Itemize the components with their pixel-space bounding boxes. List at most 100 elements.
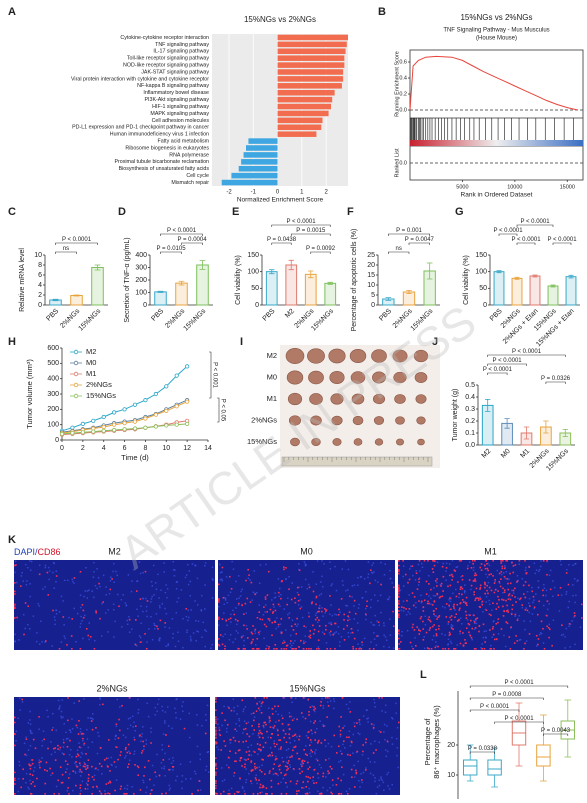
cd86-signal: [309, 744, 311, 747]
nucleus: [26, 580, 28, 582]
nucleus: [71, 580, 74, 583]
cd86-signal: [493, 582, 496, 584]
nucleus: [473, 620, 475, 622]
nucleus: [141, 597, 144, 600]
nucleus: [414, 636, 416, 639]
nucleus: [385, 755, 387, 758]
nucleus: [93, 571, 95, 573]
nucleus: [186, 629, 188, 632]
nucleus: [211, 578, 214, 580]
cd86-signal: [218, 599, 220, 602]
point: [174, 373, 179, 378]
cd86-signal: [330, 623, 333, 626]
nucleus: [320, 766, 322, 769]
cd86-signal: [421, 600, 423, 603]
y-tick-label: 0.0: [399, 160, 407, 166]
cd86-signal: [537, 638, 540, 640]
cd86-signal: [340, 779, 342, 782]
annotation: P < 0.0001: [520, 219, 550, 225]
y-tick-label: 0.1: [465, 430, 475, 437]
cd86-signal: [93, 778, 95, 781]
nucleus: [289, 741, 292, 744]
nucleus: [358, 733, 361, 736]
nucleus: [451, 560, 454, 562]
cd86-signal: [118, 605, 120, 608]
cd86-signal: [509, 648, 512, 650]
nucleus: [205, 719, 207, 721]
cd86-signal: [253, 719, 255, 722]
nucleus: [528, 611, 531, 614]
y-tick-label: 0.2: [465, 418, 475, 425]
nucleus: [445, 562, 448, 565]
cd86-signal: [114, 789, 116, 792]
cd86-signal: [486, 589, 488, 592]
cd86-signal: [400, 641, 402, 643]
nucleus: [385, 749, 387, 751]
cd86-signal: [197, 789, 199, 792]
cd86-signal: [215, 787, 217, 790]
cd86-signal: [215, 733, 217, 735]
cd86-signal: [338, 793, 341, 795]
error-bar: [288, 259, 294, 271]
nucleus: [525, 607, 527, 609]
cd86-signal: [546, 560, 548, 562]
nucleus: [124, 757, 126, 759]
nucleus: [228, 789, 230, 792]
y-axis-label: Percentage of apoptotic cells (%): [351, 229, 358, 332]
cd86-signal: [490, 614, 492, 617]
nucleus: [415, 602, 417, 604]
x-tick-label: 12: [183, 445, 191, 452]
nucleus: [199, 758, 201, 761]
cd86-signal: [376, 635, 378, 637]
cd86-signal: [353, 725, 356, 728]
nucleus: [29, 595, 31, 598]
cd86-signal: [398, 560, 400, 562]
nucleus: [70, 749, 72, 751]
nucleus: [222, 635, 224, 638]
point: [80, 430, 85, 435]
cd86-signal: [451, 573, 453, 576]
cd86-signal: [447, 585, 449, 588]
nucleus: [112, 603, 115, 606]
cd86-signal: [224, 745, 227, 747]
y-tick-label: 20: [367, 262, 375, 269]
cd86-signal: [436, 592, 439, 595]
nucleus: [182, 646, 184, 649]
nucleus: [58, 708, 60, 710]
error-bar: [327, 281, 333, 285]
cd86-signal: [315, 595, 318, 598]
row-label: M2: [267, 351, 277, 360]
nucleus: [185, 574, 188, 576]
cd86-signal: [265, 625, 268, 628]
cd86-signal: [565, 572, 568, 574]
tumor: [413, 349, 429, 363]
nucleus: [80, 615, 82, 618]
panel-letter: F: [347, 206, 354, 218]
cd86-signal: [514, 613, 517, 616]
nucleus: [201, 724, 203, 727]
cd86-signal: [435, 607, 438, 610]
nucleus: [552, 595, 554, 598]
cd86-signal: [83, 742, 86, 745]
nucleus: [177, 631, 179, 634]
cd86-signal: [342, 727, 344, 729]
nucleus: [564, 635, 566, 638]
cd86-signal: [471, 560, 474, 562]
cd86-signal: [218, 618, 220, 620]
nucleus: [374, 594, 376, 596]
cd86-signal: [98, 790, 101, 792]
tumor: [372, 393, 386, 405]
nucleus: [140, 735, 143, 738]
cd86-signal: [473, 648, 476, 650]
nucleus: [299, 599, 302, 601]
nucleus: [79, 775, 82, 777]
bracket: [516, 224, 554, 227]
nucleus: [571, 620, 573, 622]
nucleus: [317, 607, 320, 609]
cd86-signal: [398, 637, 400, 640]
nucleus: [328, 697, 331, 699]
nucleus: [137, 615, 139, 617]
nucleus: [560, 594, 563, 596]
nucleus: [285, 578, 287, 580]
bracket: [55, 251, 77, 254]
